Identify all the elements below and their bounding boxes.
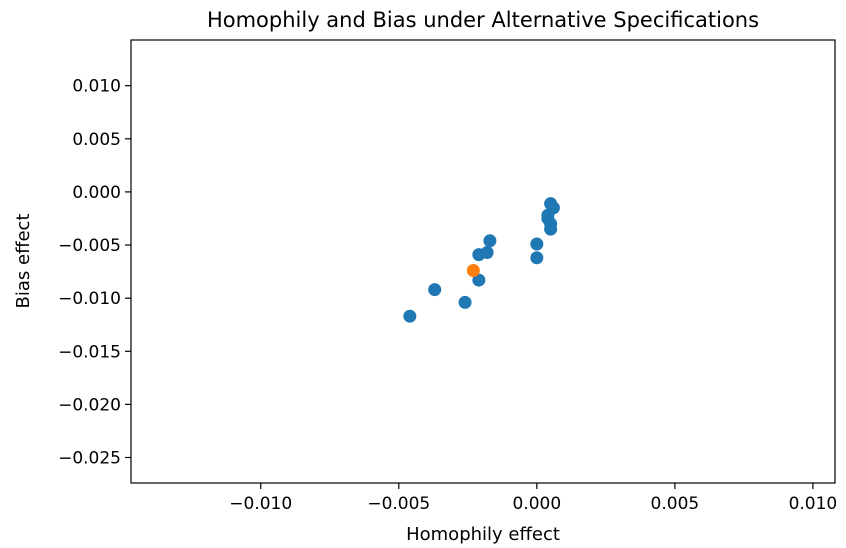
scatter-point — [458, 295, 472, 309]
y-tick-label: −0.015 — [58, 342, 121, 362]
y-axis: 0.010 0.005 0.000 −0.005 −0.010 −0.015 −0.020 −… — [58, 77, 131, 469]
y-tick-label: 0.005 — [72, 130, 121, 150]
y-tick-label: −0.025 — [58, 449, 121, 469]
scatter-point — [480, 245, 494, 259]
highlighted-point — [466, 264, 480, 278]
x-tick-label: 0.010 — [789, 494, 838, 514]
scatter-point — [483, 234, 497, 248]
scatter-point — [546, 201, 560, 215]
scatter-point — [403, 309, 417, 323]
x-tick-label: 0.000 — [512, 494, 561, 514]
x-tick-label: 0.005 — [651, 494, 700, 514]
plot-area — [130, 39, 836, 484]
y-tick-label: 0.000 — [72, 183, 121, 203]
x-axis-title: Homophily effect — [406, 524, 560, 545]
x-tick-label: −0.005 — [367, 494, 430, 514]
y-tick-label: 0.010 — [72, 77, 121, 97]
x-tick-label: −0.010 — [229, 494, 292, 514]
y-tick-label: −0.020 — [58, 395, 121, 415]
scatter-point — [530, 251, 544, 265]
scatter-point — [544, 222, 558, 236]
data-points — [403, 197, 560, 323]
y-tick-label: −0.005 — [58, 236, 121, 256]
y-axis-title: Bias effect — [13, 214, 34, 309]
chart-title: Homophily and Bias under Alternative Spe… — [207, 8, 759, 32]
scatter-point — [530, 237, 544, 251]
scatter-point — [428, 283, 442, 297]
y-tick-label: −0.010 — [58, 289, 121, 309]
x-axis: −0.010 −0.005 0.000 0.005 0.010 — [229, 483, 837, 514]
scatter-point — [472, 273, 486, 287]
